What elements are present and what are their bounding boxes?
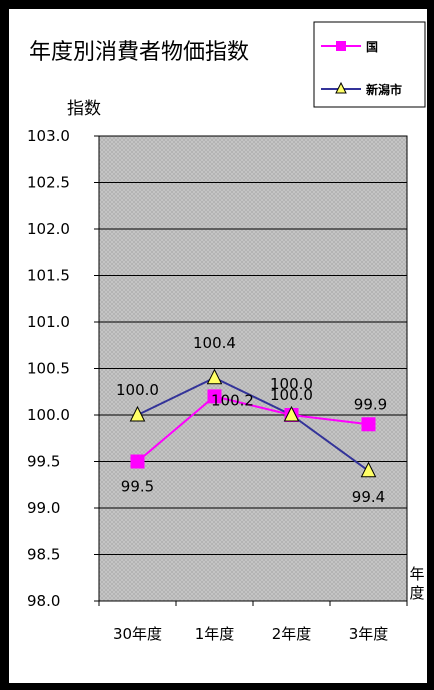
legend-background bbox=[313, 21, 426, 108]
data-label: 99.9 bbox=[354, 395, 387, 413]
x-tick-label: 30年度 bbox=[113, 625, 162, 643]
data-label: 100.4 bbox=[193, 334, 236, 352]
y-tick-label: 98.0 bbox=[27, 592, 60, 610]
data-label: 100.0 bbox=[270, 375, 313, 393]
legend-label-kuni: 国 bbox=[366, 40, 378, 54]
data-point-square bbox=[207, 389, 222, 404]
x-axis-label: 年度 bbox=[409, 565, 424, 602]
plot-area: 98.0 98.5 99.0 99.5 100.0 100.5 101.0 101.5 102.… bbox=[27, 127, 408, 643]
y-tick-label: 102.5 bbox=[27, 174, 70, 192]
data-point-triangle bbox=[360, 461, 377, 478]
y-tick-label: 99.0 bbox=[27, 499, 60, 517]
y-tick-label: 102.0 bbox=[27, 220, 70, 238]
y-axis-label: 指数 bbox=[67, 99, 101, 119]
data-point-triangle bbox=[129, 405, 146, 422]
x-tick-label: 2年度 bbox=[272, 625, 312, 643]
data-point-square bbox=[361, 417, 376, 432]
x-tick-label: 3年度 bbox=[349, 625, 389, 643]
legend: 国 新潟市 bbox=[313, 21, 426, 108]
y-tick-label: 99.5 bbox=[27, 453, 60, 471]
data-label: 100.2 bbox=[211, 391, 254, 409]
y-tick-label: 100.5 bbox=[27, 360, 70, 378]
y-tick-label: 100.0 bbox=[27, 406, 70, 424]
data-label: 100.0 bbox=[270, 386, 313, 404]
chart-title: 年度別消費者物価指数 bbox=[29, 40, 249, 65]
y-tick-label: 101.0 bbox=[27, 313, 70, 331]
legend-label-niigata: 新潟市 bbox=[366, 82, 402, 97]
legend-marker-triangle bbox=[335, 81, 347, 94]
data-point-triangle bbox=[206, 368, 223, 385]
x-axis-label-char: 年 bbox=[409, 565, 424, 583]
data-point-triangle bbox=[283, 405, 300, 422]
y-tick-label: 101.5 bbox=[27, 267, 70, 285]
data-point-square bbox=[130, 454, 145, 469]
series-line-2 bbox=[137, 376, 370, 472]
data-label: 99.5 bbox=[121, 478, 154, 496]
chart-frame: 年度別消費者物価指数 指数 98.0 98.5 99.0 99.5 100.0 100.5… bbox=[7, 7, 429, 685]
data-label: 100.0 bbox=[116, 381, 159, 399]
y-tick-label: 98.5 bbox=[27, 546, 60, 564]
x-axis-label-char: 度 bbox=[409, 584, 424, 602]
legend-marker-square bbox=[336, 41, 346, 51]
x-tick-label: 1年度 bbox=[195, 625, 235, 643]
line-chart: 年度別消費者物価指数 指数 98.0 98.5 99.0 99.5 100.0 100.5… bbox=[27, 21, 426, 643]
data-label: 99.4 bbox=[352, 488, 385, 506]
series-line-1 bbox=[136, 395, 369, 463]
y-tick-label: 103.0 bbox=[27, 127, 70, 145]
